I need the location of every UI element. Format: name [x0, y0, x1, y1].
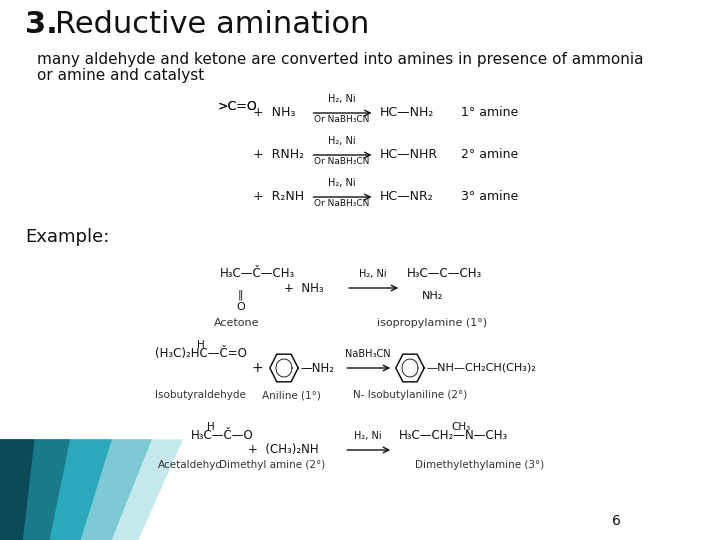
Text: O: O — [236, 302, 245, 312]
Text: H: H — [197, 340, 204, 350]
Text: HC—NH₂: HC—NH₂ — [380, 106, 434, 119]
Text: Reductive amination: Reductive amination — [55, 10, 369, 39]
Text: +  NH₃: + NH₃ — [253, 106, 295, 119]
Text: Or NaBH₃CN: Or NaBH₃CN — [314, 115, 369, 124]
Text: 3.: 3. — [25, 10, 58, 39]
Text: 2° amine: 2° amine — [462, 148, 518, 161]
Text: H₃C—Č—O: H₃C—Č—O — [191, 429, 253, 442]
Text: HC—NHR: HC—NHR — [380, 148, 438, 161]
Text: 6: 6 — [612, 514, 621, 528]
Text: 3° amine: 3° amine — [462, 191, 518, 204]
Text: H₃C—CH₂—N—CH₃: H₃C—CH₂—N—CH₃ — [400, 429, 508, 442]
Text: H₂, Ni: H₂, Ni — [354, 431, 382, 441]
Text: Acetaldehyd: Acetaldehyd — [158, 460, 223, 470]
Text: Acetone: Acetone — [214, 318, 260, 328]
Text: +  (CH₃)₂NH: + (CH₃)₂NH — [248, 443, 319, 456]
Polygon shape — [0, 440, 151, 540]
Text: H₂, Ni: H₂, Ni — [328, 136, 356, 146]
Text: +  R₂NH: + R₂NH — [253, 191, 304, 204]
Text: N- Isobutylaniline (2°): N- Isobutylaniline (2°) — [353, 390, 467, 400]
Text: CH₃: CH₃ — [451, 422, 470, 432]
Text: Dimethyl amine (2°): Dimethyl amine (2°) — [220, 460, 325, 470]
Text: Example:: Example: — [25, 228, 109, 246]
Text: >C=O: >C=O — [217, 100, 257, 113]
Text: H₃C—Č—CH₃: H₃C—Č—CH₃ — [220, 267, 295, 280]
Polygon shape — [0, 440, 69, 540]
Polygon shape — [0, 440, 182, 540]
Text: HC—NR₂: HC—NR₂ — [380, 191, 433, 204]
Text: Isobutyraldehyde: Isobutyraldehyde — [156, 390, 246, 400]
Text: ‖: ‖ — [238, 290, 243, 300]
Text: isopropylamine (1°): isopropylamine (1°) — [377, 318, 487, 328]
Text: H₂, Ni: H₂, Ni — [328, 178, 356, 188]
Text: Dimethylethylamine (3°): Dimethylethylamine (3°) — [415, 460, 544, 470]
Text: +: + — [251, 361, 264, 375]
Text: —NH₂: —NH₂ — [300, 361, 334, 375]
Text: +  RNH₂: + RNH₂ — [253, 148, 304, 161]
Text: NH₂: NH₂ — [421, 291, 443, 301]
Text: (H₃C)₂HC—Č=O: (H₃C)₂HC—Č=O — [156, 347, 247, 360]
Text: many aldehyde and ketone are converted into amines in presence of ammonia: many aldehyde and ketone are converted i… — [37, 52, 644, 67]
Text: —NH—CH₂CH(CH₃)₂: —NH—CH₂CH(CH₃)₂ — [426, 363, 536, 373]
Text: or amine and catalyst: or amine and catalyst — [37, 68, 204, 83]
Text: H₂, Ni: H₂, Ni — [359, 269, 387, 279]
Text: 1° amine: 1° amine — [462, 106, 518, 119]
Text: Aniline (1°): Aniline (1°) — [262, 390, 320, 400]
Text: H: H — [207, 422, 215, 432]
Text: Or NaBH₃CN: Or NaBH₃CN — [314, 199, 369, 208]
Text: +  NH₃: + NH₃ — [284, 281, 323, 294]
Text: H₃C—C—CH₃: H₃C—C—CH₃ — [407, 267, 482, 280]
Polygon shape — [0, 440, 34, 540]
Text: H₂, Ni: H₂, Ni — [328, 94, 356, 104]
Text: NaBH₃CN: NaBH₃CN — [346, 349, 391, 359]
Polygon shape — [0, 440, 111, 540]
Text: Or NaBH₃CN: Or NaBH₃CN — [314, 157, 369, 166]
Text: >C=O: >C=O — [217, 100, 257, 113]
